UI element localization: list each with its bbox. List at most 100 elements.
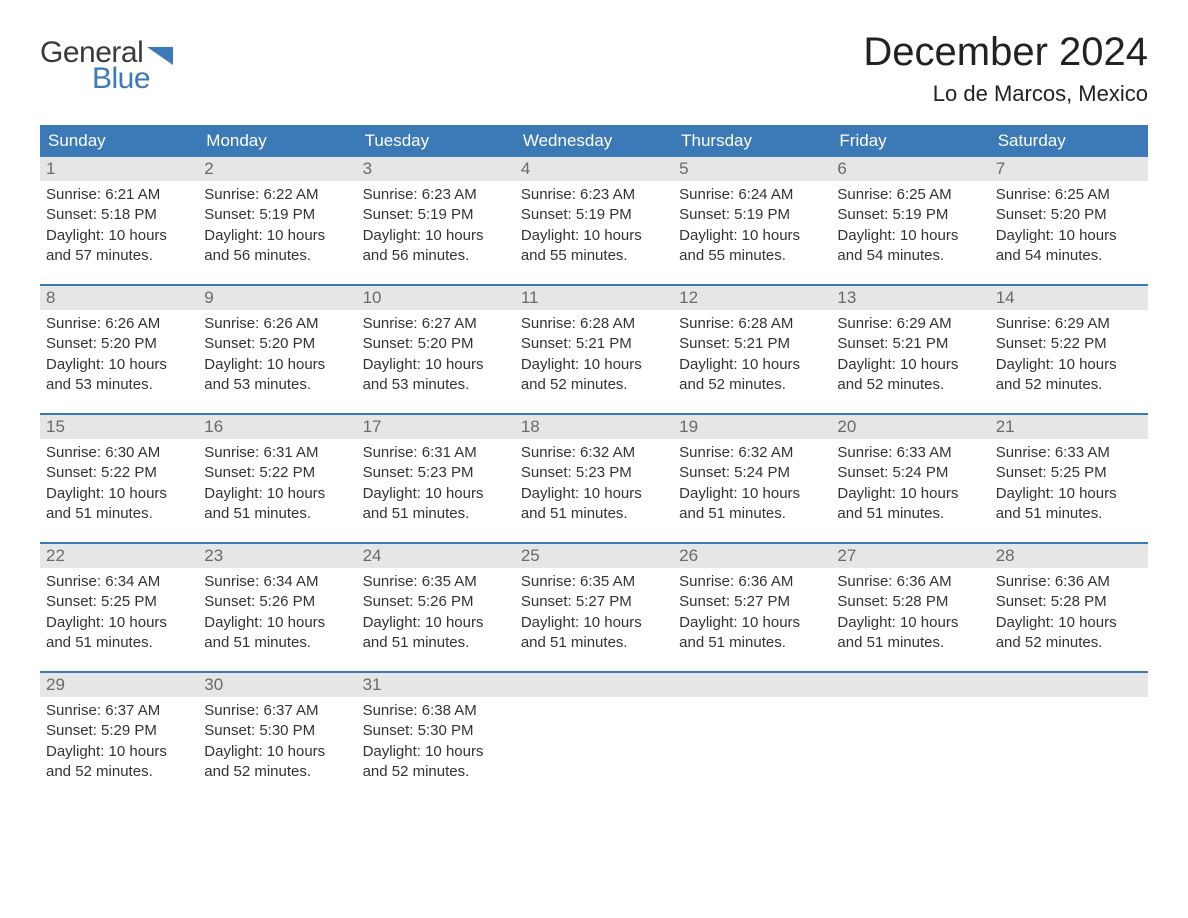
daylight-line-2: and 54 minutes. bbox=[837, 246, 983, 266]
calendar-cell: 6Sunrise: 6:25 AMSunset: 5:19 PMDaylight… bbox=[831, 157, 989, 266]
sunrise-line: Sunrise: 6:28 AM bbox=[679, 314, 825, 334]
daylight-line-2: and 53 minutes. bbox=[363, 375, 509, 395]
calendar-cell: 9Sunrise: 6:26 AMSunset: 5:20 PMDaylight… bbox=[198, 286, 356, 395]
cell-date: 5 bbox=[673, 157, 831, 181]
day-headers-row: SundayMondayTuesdayWednesdayThursdayFrid… bbox=[40, 125, 1148, 157]
cell-body: Sunrise: 6:37 AMSunset: 5:29 PMDaylight:… bbox=[40, 697, 198, 782]
sunrise-line: Sunrise: 6:35 AM bbox=[363, 572, 509, 592]
daylight-line-2: and 56 minutes. bbox=[204, 246, 350, 266]
day-header: Friday bbox=[831, 125, 989, 157]
title-block: December 2024 Lo de Marcos, Mexico bbox=[863, 30, 1148, 107]
daylight-line-2: and 51 minutes. bbox=[679, 633, 825, 653]
sunrise-line: Sunrise: 6:32 AM bbox=[679, 443, 825, 463]
cell-body: Sunrise: 6:27 AMSunset: 5:20 PMDaylight:… bbox=[357, 310, 515, 395]
cell-date: 17 bbox=[357, 415, 515, 439]
daylight-line-2: and 52 minutes. bbox=[679, 375, 825, 395]
calendar-cell: 12Sunrise: 6:28 AMSunset: 5:21 PMDayligh… bbox=[673, 286, 831, 395]
cell-date: 25 bbox=[515, 544, 673, 568]
daylight-line-2: and 51 minutes. bbox=[837, 633, 983, 653]
daylight-line-2: and 51 minutes. bbox=[363, 633, 509, 653]
header: General Blue December 2024 Lo de Marcos,… bbox=[40, 30, 1148, 107]
sunrise-line: Sunrise: 6:26 AM bbox=[46, 314, 192, 334]
cell-date: 3 bbox=[357, 157, 515, 181]
sunset-line: Sunset: 5:30 PM bbox=[363, 721, 509, 741]
daylight-line-2: and 52 minutes. bbox=[996, 375, 1142, 395]
daylight-line-1: Daylight: 10 hours bbox=[363, 613, 509, 633]
sunset-line: Sunset: 5:21 PM bbox=[521, 334, 667, 354]
calendar-cell: 17Sunrise: 6:31 AMSunset: 5:23 PMDayligh… bbox=[357, 415, 515, 524]
cell-body: Sunrise: 6:36 AMSunset: 5:27 PMDaylight:… bbox=[673, 568, 831, 653]
daylight-line-1: Daylight: 10 hours bbox=[204, 355, 350, 375]
cell-body: Sunrise: 6:28 AMSunset: 5:21 PMDaylight:… bbox=[673, 310, 831, 395]
logo: General Blue bbox=[40, 30, 173, 96]
cell-date: 16 bbox=[198, 415, 356, 439]
calendar-cell: 27Sunrise: 6:36 AMSunset: 5:28 PMDayligh… bbox=[831, 544, 989, 653]
sunset-line: Sunset: 5:19 PM bbox=[204, 205, 350, 225]
sunrise-line: Sunrise: 6:21 AM bbox=[46, 185, 192, 205]
cell-date: 30 bbox=[198, 673, 356, 697]
cell-body: Sunrise: 6:22 AMSunset: 5:19 PMDaylight:… bbox=[198, 181, 356, 266]
daylight-line-2: and 51 minutes. bbox=[46, 633, 192, 653]
cell-date: 12 bbox=[673, 286, 831, 310]
calendar-cell: 8Sunrise: 6:26 AMSunset: 5:20 PMDaylight… bbox=[40, 286, 198, 395]
calendar: SundayMondayTuesdayWednesdayThursdayFrid… bbox=[40, 125, 1148, 782]
calendar-cell: 1Sunrise: 6:21 AMSunset: 5:18 PMDaylight… bbox=[40, 157, 198, 266]
daylight-line-2: and 52 minutes. bbox=[46, 762, 192, 782]
sunset-line: Sunset: 5:26 PM bbox=[204, 592, 350, 612]
sunset-line: Sunset: 5:22 PM bbox=[46, 463, 192, 483]
sunrise-line: Sunrise: 6:33 AM bbox=[996, 443, 1142, 463]
day-header: Tuesday bbox=[357, 125, 515, 157]
cell-date: 1 bbox=[40, 157, 198, 181]
sunset-line: Sunset: 5:18 PM bbox=[46, 205, 192, 225]
sunrise-line: Sunrise: 6:28 AM bbox=[521, 314, 667, 334]
sunset-line: Sunset: 5:20 PM bbox=[996, 205, 1142, 225]
cell-date: 15 bbox=[40, 415, 198, 439]
sunset-line: Sunset: 5:25 PM bbox=[46, 592, 192, 612]
weeks-container: 1 Sunrise: 6:21 AMSunset: 5:18 PM Daylight… bbox=[40, 157, 1148, 782]
cell-body: Sunrise: 6:36 AMSunset: 5:28 PMDaylight:… bbox=[831, 568, 989, 653]
daylight-line-1: Daylight: 10 hours bbox=[46, 742, 192, 762]
calendar-cell: 4Sunrise: 6:23 AMSunset: 5:19 PMDaylight… bbox=[515, 157, 673, 266]
sunrise-line: Sunrise: 6:24 AM bbox=[679, 185, 825, 205]
daylight-line-2: and 51 minutes. bbox=[996, 504, 1142, 524]
calendar-cell bbox=[990, 673, 1148, 782]
cell-date: 21 bbox=[990, 415, 1148, 439]
cell-body: Sunrise: 6:31 AMSunset: 5:22 PMDaylight:… bbox=[198, 439, 356, 524]
sunset-line: Sunset: 5:23 PM bbox=[521, 463, 667, 483]
cell-date: 11 bbox=[515, 286, 673, 310]
week-row: 15Sunrise: 6:30 AMSunset: 5:22 PMDayligh… bbox=[40, 413, 1148, 524]
daylight-line-1: Daylight: 10 hours bbox=[204, 742, 350, 762]
daylight-line-2: and 55 minutes. bbox=[679, 246, 825, 266]
calendar-cell: 2Sunrise: 6:22 AMSunset: 5:19 PMDaylight… bbox=[198, 157, 356, 266]
sunrise-line: Sunrise: 6:25 AM bbox=[996, 185, 1142, 205]
sunrise-line: Sunrise: 6:29 AM bbox=[996, 314, 1142, 334]
sunset-line: Sunset: 5:25 PM bbox=[996, 463, 1142, 483]
calendar-cell: 23Sunrise: 6:34 AMSunset: 5:26 PMDayligh… bbox=[198, 544, 356, 653]
sunset-line: Sunset: 5:28 PM bbox=[996, 592, 1142, 612]
daylight-line-2: and 51 minutes. bbox=[204, 633, 350, 653]
cell-body: Sunrise: 6:35 AMSunset: 5:27 PMDaylight:… bbox=[515, 568, 673, 653]
cell-date: 24 bbox=[357, 544, 515, 568]
sunset-line: Sunset: 5:19 PM bbox=[521, 205, 667, 225]
sunset-line: Sunset: 5:26 PM bbox=[363, 592, 509, 612]
sunrise-line: Sunrise: 6:23 AM bbox=[363, 185, 509, 205]
cell-date bbox=[673, 673, 831, 697]
daylight-line-2: and 52 minutes. bbox=[204, 762, 350, 782]
daylight-line-1: Daylight: 10 hours bbox=[521, 484, 667, 504]
cell-date: 26 bbox=[673, 544, 831, 568]
cell-body: Sunrise: 6:32 AMSunset: 5:23 PMDaylight:… bbox=[515, 439, 673, 524]
sunset-line: Sunset: 5:20 PM bbox=[363, 334, 509, 354]
sunset-line: Sunset: 5:20 PM bbox=[204, 334, 350, 354]
cell-date bbox=[515, 673, 673, 697]
daylight-line-1: Daylight: 10 hours bbox=[837, 355, 983, 375]
sunrise-line: Sunrise: 6:36 AM bbox=[996, 572, 1142, 592]
logo-flag-icon bbox=[147, 47, 173, 65]
daylight-line-1: Daylight: 10 hours bbox=[363, 355, 509, 375]
daylight-line-2: and 51 minutes. bbox=[46, 504, 192, 524]
calendar-cell bbox=[831, 673, 989, 782]
cell-body: Sunrise: 6:34 AMSunset: 5:26 PMDaylight:… bbox=[198, 568, 356, 653]
sunrise-line: Sunrise: 6:38 AM bbox=[363, 701, 509, 721]
daylight-line-1: Daylight: 10 hours bbox=[679, 226, 825, 246]
cell-date: 14 bbox=[990, 286, 1148, 310]
cell-date: 28 bbox=[990, 544, 1148, 568]
